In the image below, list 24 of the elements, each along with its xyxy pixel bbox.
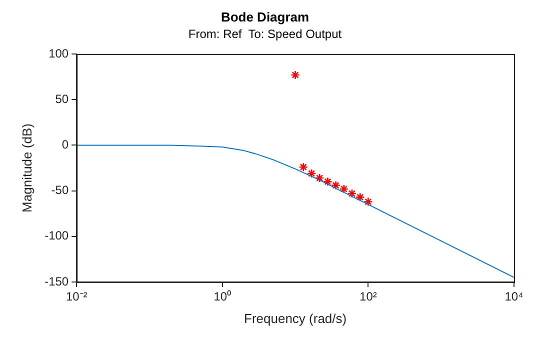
x-axis-title: Frequency (rad/s) xyxy=(244,310,347,326)
y-tick-label: -50 xyxy=(51,183,69,198)
point xyxy=(355,192,365,202)
point xyxy=(339,184,349,194)
y-axis-title: Magnitude (dB) xyxy=(19,124,34,212)
x-tick-label: 10² xyxy=(360,290,377,304)
point xyxy=(314,173,324,183)
x-tick-label: 10⁴ xyxy=(504,290,524,304)
y-tick-label: -100 xyxy=(44,228,69,243)
point xyxy=(306,168,316,178)
x-tick-label: 10⁻² xyxy=(66,290,88,304)
point xyxy=(290,70,300,80)
chart-subtitle: From: Ref To: Speed Output xyxy=(188,27,342,42)
y-tick-label: 100 xyxy=(48,46,69,60)
point xyxy=(364,197,373,206)
point xyxy=(347,188,357,198)
point xyxy=(323,177,332,186)
y-tick-label: 0 xyxy=(62,138,69,152)
point xyxy=(298,162,308,172)
chart-title: Bode Diagram xyxy=(220,9,310,24)
y-tick-label: -150 xyxy=(44,274,69,288)
point xyxy=(331,180,340,190)
y-tick-label: 50 xyxy=(55,92,69,106)
x-tick-label: 10⁰ xyxy=(214,290,232,304)
